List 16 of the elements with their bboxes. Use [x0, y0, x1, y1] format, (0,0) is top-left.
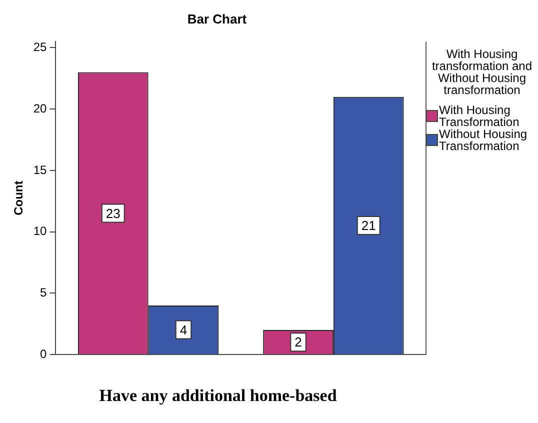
data-label: 21 [361, 218, 376, 234]
data-label: 2 [294, 334, 302, 350]
y-tick-label: 25 [33, 40, 48, 54]
y-tick-label: 20 [33, 101, 48, 116]
y-axis-title: Count [12, 180, 26, 216]
x-axis-title: Have any additional home-based [98, 386, 338, 406]
y-tick-label: 15 [33, 162, 48, 177]
data-label: 23 [106, 206, 120, 221]
y-tick-label: 0 [40, 346, 48, 361]
legend-label: Without Housing Transformation [439, 127, 528, 153]
y-tick-label: 10 [33, 224, 48, 238]
data-label: 4 [180, 322, 188, 338]
chart-title: Bar Chart [187, 11, 248, 26]
legend-title: With Housing transformation and Without Housing transformation [430, 47, 534, 97]
y-tick-label: 5 [40, 286, 48, 300]
legend-label: With Housing Transformation [439, 103, 520, 129]
